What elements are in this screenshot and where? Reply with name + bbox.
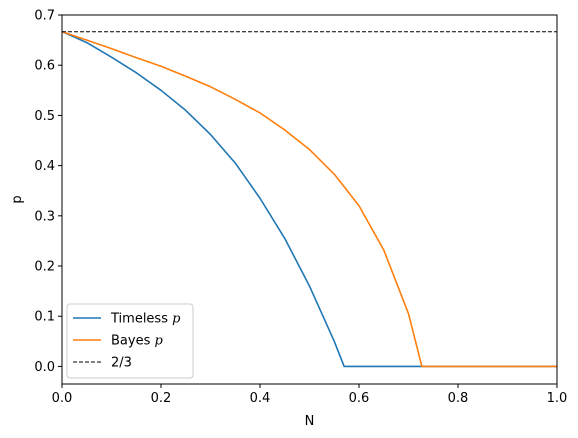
legend-label-0: Timeless p [110, 312, 181, 327]
axis-ticks: 0.0 0.2 0.4 0.6 0.8 1.0 0.0 0.1 0.2 0.3 0.4 0.5 0.6 0… [34, 9, 567, 407]
x-axis-label: N [305, 414, 315, 429]
y-tick-label: 0.0 [34, 360, 55, 375]
x-tick-label: 0.2 [151, 391, 172, 406]
x-tick-label: 0.4 [250, 391, 271, 406]
y-tick-label: 0.6 [34, 59, 55, 74]
legend-label-2: 2/3 [111, 356, 132, 371]
x-tick-label: 0.0 [52, 391, 73, 406]
series-line-1 [61, 30, 557, 368]
x-tick-label: 0.6 [349, 391, 370, 406]
x-tick-label: 0.8 [448, 391, 469, 406]
legend-box [66, 303, 194, 379]
y-tick-label: 0.1 [34, 310, 55, 325]
y-tick-label: 0.3 [34, 209, 55, 224]
y-tick-label: 0.5 [34, 109, 55, 124]
x-tick-label: 1.0 [547, 391, 568, 406]
series-line-0 [61, 30, 557, 368]
legend-label-1: Bayes p [111, 334, 163, 349]
plot-frame [61, 14, 558, 385]
y-tick-label: 0.7 [34, 9, 55, 24]
y-tick-label: 0.2 [34, 260, 55, 275]
plot-lines [61, 30, 557, 368]
y-tick-label: 0.4 [34, 159, 55, 174]
legend: Timeless p Bayes p 2/3 [66, 303, 194, 379]
y-axis-label: p [10, 195, 25, 203]
